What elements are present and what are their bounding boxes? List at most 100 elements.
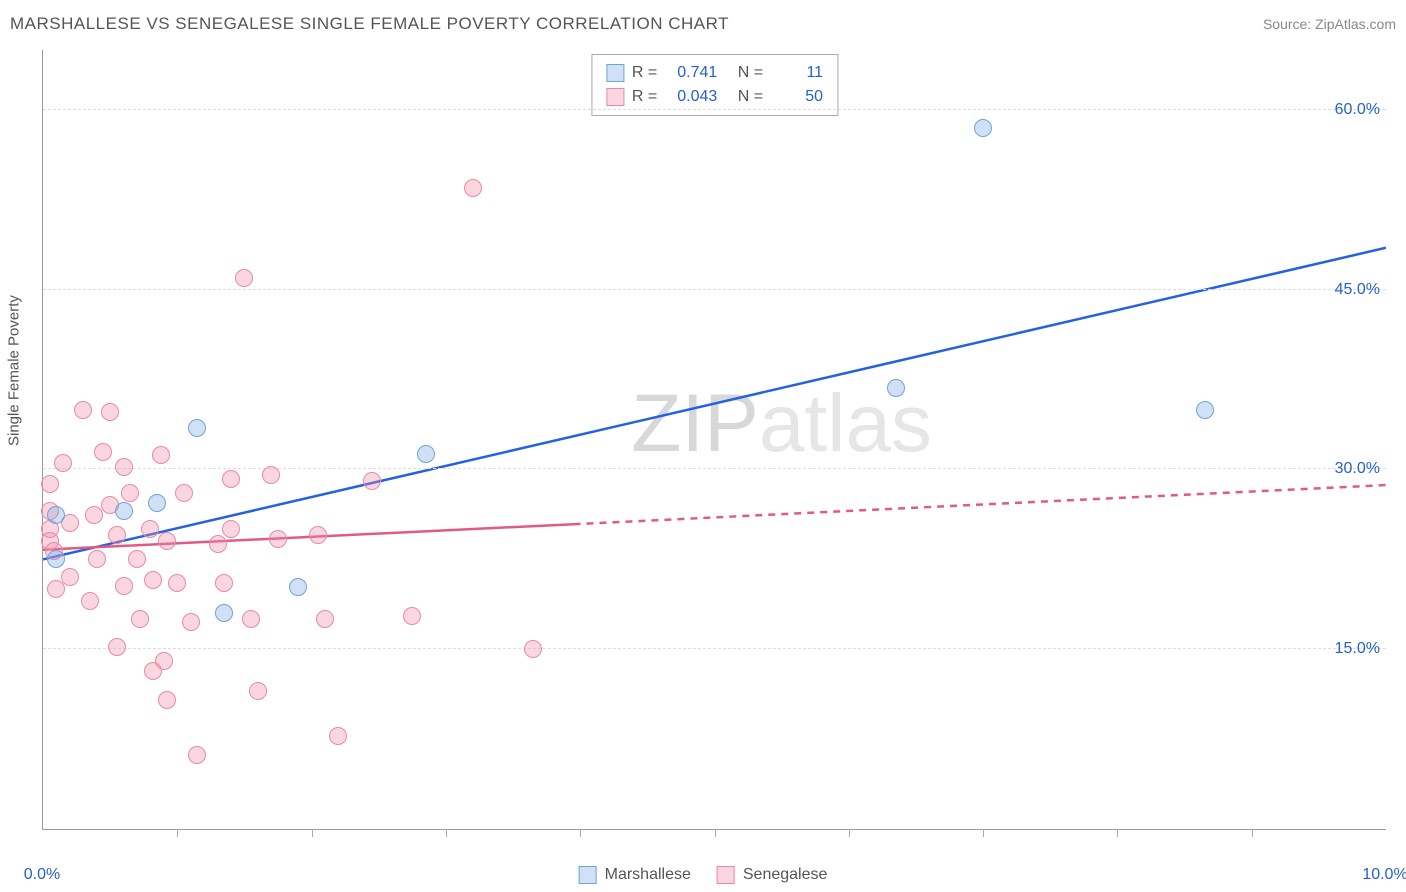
y-tick-label: 45.0% xyxy=(1335,281,1380,299)
data-point-senegalese xyxy=(188,746,206,764)
data-point-marshallese xyxy=(289,578,307,596)
stats-row-marshallese: R = 0.741 N = 11 xyxy=(606,61,823,85)
legend-item-senegalese: Senegalese xyxy=(717,866,828,884)
n-label: N = xyxy=(738,85,763,109)
data-point-senegalese xyxy=(108,526,126,544)
data-point-senegalese xyxy=(61,568,79,586)
source-attribution: Source: ZipAtlas.com xyxy=(1263,16,1396,32)
data-point-senegalese xyxy=(222,470,240,488)
trend-lines-layer xyxy=(43,50,1386,829)
data-point-marshallese xyxy=(417,445,435,463)
y-tick-label: 30.0% xyxy=(1335,460,1380,478)
data-point-senegalese xyxy=(215,574,233,592)
data-point-marshallese xyxy=(148,494,166,512)
r-label: R = xyxy=(632,61,657,85)
y-axis-label: Single Female Poverty xyxy=(6,295,23,446)
data-point-senegalese xyxy=(403,607,421,625)
gridline-horizontal xyxy=(43,648,1386,649)
swatch-senegalese xyxy=(717,866,735,884)
data-point-senegalese xyxy=(269,530,287,548)
x-tick xyxy=(849,829,850,837)
r-label: R = xyxy=(632,85,657,109)
x-tick xyxy=(177,829,178,837)
data-point-senegalese xyxy=(152,446,170,464)
data-point-marshallese xyxy=(974,119,992,137)
gridline-horizontal xyxy=(43,468,1386,469)
data-point-marshallese xyxy=(215,604,233,622)
gridline-horizontal xyxy=(43,109,1386,110)
swatch-senegalese xyxy=(606,88,624,106)
r-value-senegalese: 0.043 xyxy=(665,85,717,109)
legend-label-marshallese: Marshallese xyxy=(605,866,691,884)
data-point-senegalese xyxy=(209,535,227,553)
data-point-senegalese xyxy=(101,403,119,421)
chart-title: MARSHALLESE VS SENEGALESE SINGLE FEMALE … xyxy=(10,14,729,34)
stats-legend: R = 0.741 N = 11 R = 0.043 N = 50 xyxy=(591,54,838,116)
data-point-marshallese xyxy=(47,506,65,524)
x-tick xyxy=(715,829,716,837)
data-point-senegalese xyxy=(41,475,59,493)
data-point-senegalese xyxy=(175,484,193,502)
gridline-horizontal xyxy=(43,289,1386,290)
x-tick-label: 10.0% xyxy=(1362,866,1406,884)
legend-label-senegalese: Senegalese xyxy=(743,866,828,884)
data-point-senegalese xyxy=(182,613,200,631)
data-point-senegalese xyxy=(81,592,99,610)
data-point-senegalese xyxy=(121,484,139,502)
x-tick xyxy=(983,829,984,837)
x-tick-label: 0.0% xyxy=(24,866,60,884)
swatch-marshallese xyxy=(606,64,624,82)
x-tick xyxy=(580,829,581,837)
x-tick xyxy=(1252,829,1253,837)
data-point-senegalese xyxy=(54,454,72,472)
data-point-senegalese xyxy=(242,610,260,628)
data-point-senegalese xyxy=(115,577,133,595)
data-point-senegalese xyxy=(363,472,381,490)
x-tick xyxy=(1117,829,1118,837)
data-point-senegalese xyxy=(131,610,149,628)
data-point-senegalese xyxy=(115,458,133,476)
data-point-marshallese xyxy=(188,419,206,437)
data-point-senegalese xyxy=(144,571,162,589)
y-tick-label: 60.0% xyxy=(1335,101,1380,119)
data-point-marshallese xyxy=(887,379,905,397)
data-point-senegalese xyxy=(262,466,280,484)
data-point-senegalese xyxy=(141,520,159,538)
n-value-senegalese: 50 xyxy=(771,85,823,109)
series-legend: Marshallese Senegalese xyxy=(579,866,828,884)
data-point-senegalese xyxy=(74,401,92,419)
data-point-senegalese xyxy=(309,526,327,544)
data-point-marshallese xyxy=(1196,401,1214,419)
legend-item-marshallese: Marshallese xyxy=(579,866,691,884)
trend-line xyxy=(573,485,1386,524)
n-value-marshallese: 11 xyxy=(771,61,823,85)
r-value-marshallese: 0.741 xyxy=(665,61,717,85)
data-point-senegalese xyxy=(94,443,112,461)
data-point-senegalese xyxy=(235,269,253,287)
chart-container: MARSHALLESE VS SENEGALESE SINGLE FEMALE … xyxy=(0,0,1406,892)
data-point-senegalese xyxy=(168,574,186,592)
data-point-senegalese xyxy=(222,520,240,538)
data-point-senegalese xyxy=(329,727,347,745)
data-point-senegalese xyxy=(464,179,482,197)
stats-row-senegalese: R = 0.043 N = 50 xyxy=(606,85,823,109)
data-point-senegalese xyxy=(155,652,173,670)
swatch-marshallese xyxy=(579,866,597,884)
data-point-senegalese xyxy=(249,682,267,700)
n-label: N = xyxy=(738,61,763,85)
data-point-senegalese xyxy=(88,550,106,568)
trend-line xyxy=(43,248,1386,560)
plot-area: ZIPatlas R = 0.741 N = 11 R = 0.043 N = … xyxy=(42,50,1386,830)
data-point-senegalese xyxy=(85,506,103,524)
title-bar: MARSHALLESE VS SENEGALESE SINGLE FEMALE … xyxy=(10,14,1396,34)
x-tick xyxy=(446,829,447,837)
data-point-marshallese xyxy=(47,550,65,568)
data-point-senegalese xyxy=(158,532,176,550)
data-point-senegalese xyxy=(128,550,146,568)
x-tick xyxy=(312,829,313,837)
data-point-senegalese xyxy=(108,638,126,656)
data-point-senegalese xyxy=(316,610,334,628)
data-point-marshallese xyxy=(115,502,133,520)
y-tick-label: 15.0% xyxy=(1335,640,1380,658)
data-point-senegalese xyxy=(158,691,176,709)
